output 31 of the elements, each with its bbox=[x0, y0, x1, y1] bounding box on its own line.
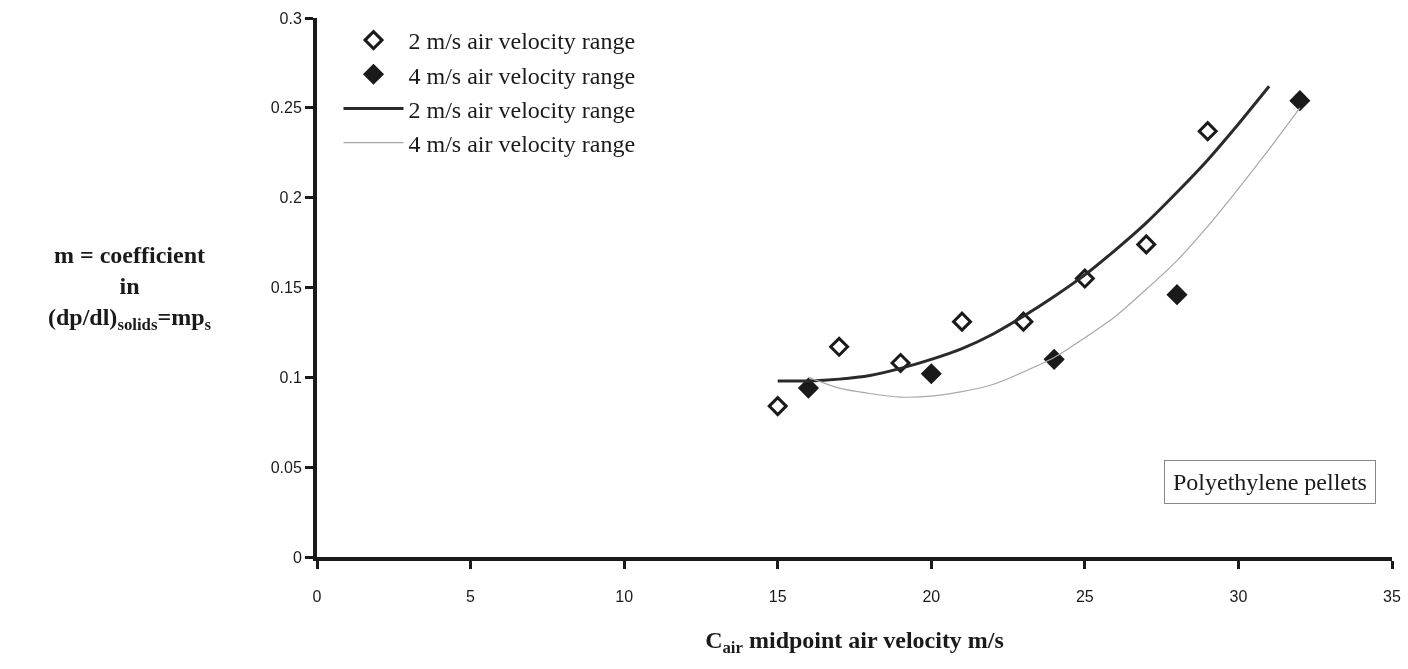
x-axis-title: C$_{air}$ midpoint air velocity m/s bbox=[705, 627, 1004, 658]
y-tick-label: 0.25 bbox=[270, 99, 302, 117]
y-tick-label: 0.1 bbox=[279, 368, 302, 386]
point bbox=[798, 378, 819, 399]
y-tick-label: 0.15 bbox=[270, 279, 302, 297]
y-tick-label: 0.2 bbox=[279, 189, 302, 207]
y-tick-label: 0.05 bbox=[270, 458, 302, 476]
x-tick-label: 0 bbox=[312, 588, 322, 606]
point bbox=[1167, 284, 1187, 305]
point bbox=[829, 336, 850, 357]
x-tick-label: 30 bbox=[1229, 588, 1248, 606]
y-tick-label: 0.3 bbox=[279, 9, 302, 27]
point bbox=[1197, 121, 1218, 142]
legend-label: 4 m/s air velocity range bbox=[408, 131, 636, 158]
point bbox=[1136, 234, 1157, 255]
x-tick-label: 5 bbox=[466, 588, 476, 606]
x-tick-label: 10 bbox=[615, 588, 634, 606]
y-axis-title: m = coefficient in (dp/dl)$_{solids}$=mp$_{s}$ bbox=[48, 242, 212, 335]
point bbox=[952, 311, 972, 332]
point bbox=[921, 363, 942, 384]
x-tick-label: 20 bbox=[922, 588, 941, 606]
legend-label: 2 m/s air velocity range bbox=[408, 96, 636, 123]
x-tick-label: 15 bbox=[768, 588, 787, 606]
point bbox=[1289, 90, 1310, 111]
x-tick-label: 25 bbox=[1075, 588, 1094, 606]
y-tick-label: 0 bbox=[292, 548, 302, 566]
legend-label: 4 m/s air velocity range bbox=[408, 62, 636, 89]
point bbox=[767, 396, 788, 417]
x-tick-label: 35 bbox=[1383, 588, 1401, 606]
legend-label: 2 m/s air velocity range bbox=[408, 28, 636, 55]
annotation: Polyethylene pellets bbox=[1173, 469, 1367, 495]
